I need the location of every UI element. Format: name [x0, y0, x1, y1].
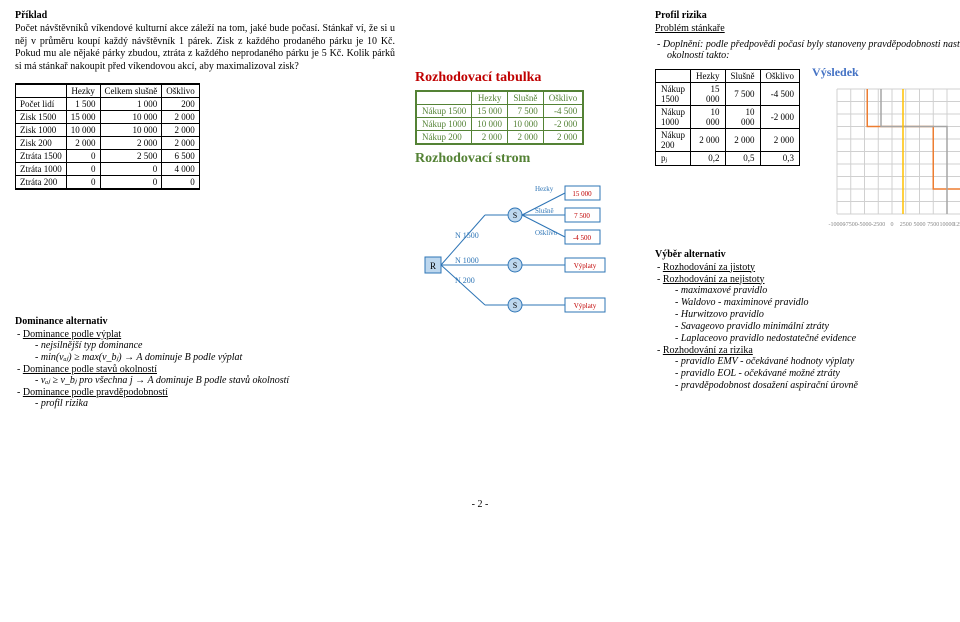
svg-text:Výplaty: Výplaty — [574, 262, 597, 270]
dominance-title: Dominance alternativ — [15, 316, 395, 327]
section-title: Příklad — [15, 10, 395, 21]
svg-text:Slušně: Slušně — [535, 207, 554, 215]
svg-text:-7500: -7500 — [844, 222, 858, 228]
svg-text:5000: 5000 — [914, 222, 926, 228]
selection-list: Rozhodování za jistotyRozhodování za nej… — [655, 262, 960, 391]
selection-title: Výběr alternativ — [655, 249, 960, 260]
tree-title: Rozhodovací strom — [415, 151, 635, 167]
roz-table: HezkySlušněOšklivoNákup 150015 0007 500-… — [415, 90, 584, 145]
intro-paragraph: Počet návštěvníků víkendové kulturní akc… — [15, 23, 395, 73]
svg-text:N 200: N 200 — [455, 276, 475, 285]
profile-note: Doplnění: podle předpovědi počasí byly s… — [663, 39, 960, 61]
svg-text:2500: 2500 — [900, 222, 912, 228]
profile-title: Profil rizika — [655, 10, 960, 21]
svg-text:S: S — [513, 211, 517, 220]
svg-text:R: R — [430, 261, 436, 271]
dominance-list: Dominance podle výplatnejsilnější typ do… — [15, 329, 395, 409]
svg-text:Výplaty: Výplaty — [574, 302, 597, 310]
svg-text:S: S — [513, 301, 517, 310]
svg-text:Hezky: Hezky — [535, 185, 554, 193]
svg-text:-5000: -5000 — [858, 222, 872, 228]
svg-text:-2500: -2500 — [871, 222, 885, 228]
svg-text:10000: 10000 — [940, 222, 955, 228]
profile-subtitle: Problém stánkaře — [655, 23, 725, 34]
example-table: HezkyCelkem slušněOšklivoPočet lidí1 500… — [15, 83, 200, 190]
decision-tree: R N 1500 N 1000 N 200 S Hezky 15 000 Slušně 7 50… — [415, 175, 635, 335]
svg-text:12500: 12500 — [953, 222, 960, 228]
svg-text:15 000: 15 000 — [572, 190, 592, 198]
svg-text:7500: 7500 — [927, 222, 939, 228]
roz-table-title: Rozhodovací tabulka — [415, 70, 635, 86]
svg-text:Ošklivo: Ošklivo — [535, 229, 558, 237]
svg-text:S: S — [513, 261, 517, 270]
svg-text:7 500: 7 500 — [574, 212, 590, 220]
svg-text:N 1500: N 1500 — [455, 231, 479, 240]
result-chart: 0,00,10,20,30,40,50,60,70,80,91,0-10000-… — [812, 84, 960, 234]
profile-table: HezkySlušněOšklivoNákup 150015 0007 500-… — [655, 69, 800, 166]
chart-title: Výsledek — [812, 65, 960, 80]
svg-text:N 1000: N 1000 — [455, 256, 479, 265]
page-footer: - 2 - — [15, 499, 945, 510]
svg-text:0: 0 — [891, 222, 894, 228]
svg-text:-4 500: -4 500 — [573, 234, 592, 242]
